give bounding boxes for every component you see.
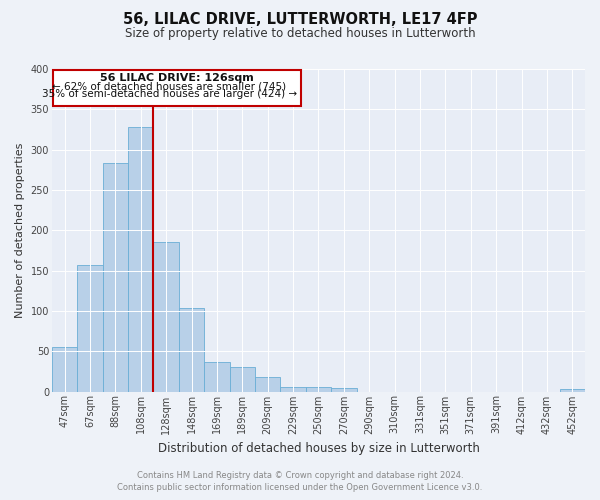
Bar [179, 308, 204, 392]
Bar [103, 162, 128, 392]
Text: Size of property relative to detached houses in Lutterworth: Size of property relative to detached ho… [125, 28, 475, 40]
Bar [204, 362, 230, 392]
Text: ← 62% of detached houses are smaller (745): ← 62% of detached houses are smaller (74… [52, 81, 286, 91]
Bar [230, 366, 255, 392]
X-axis label: Distribution of detached houses by size in Lutterworth: Distribution of detached houses by size … [158, 442, 479, 455]
Bar [128, 127, 154, 392]
Bar [255, 377, 280, 392]
Text: 56, LILAC DRIVE, LUTTERWORTH, LE17 4FP: 56, LILAC DRIVE, LUTTERWORTH, LE17 4FP [123, 12, 477, 28]
Text: 56 LILAC DRIVE: 126sqm: 56 LILAC DRIVE: 126sqm [100, 72, 254, 83]
Text: 35% of semi-detached houses are larger (424) →: 35% of semi-detached houses are larger (… [42, 89, 297, 99]
Bar [306, 388, 331, 392]
Text: Contains HM Land Registry data © Crown copyright and database right 2024.
Contai: Contains HM Land Registry data © Crown c… [118, 471, 482, 492]
FancyBboxPatch shape [53, 70, 301, 106]
Bar [280, 386, 306, 392]
Bar [154, 242, 179, 392]
Y-axis label: Number of detached properties: Number of detached properties [15, 142, 25, 318]
Bar [560, 389, 585, 392]
Bar [331, 388, 356, 392]
Bar [52, 347, 77, 392]
Bar [77, 265, 103, 392]
